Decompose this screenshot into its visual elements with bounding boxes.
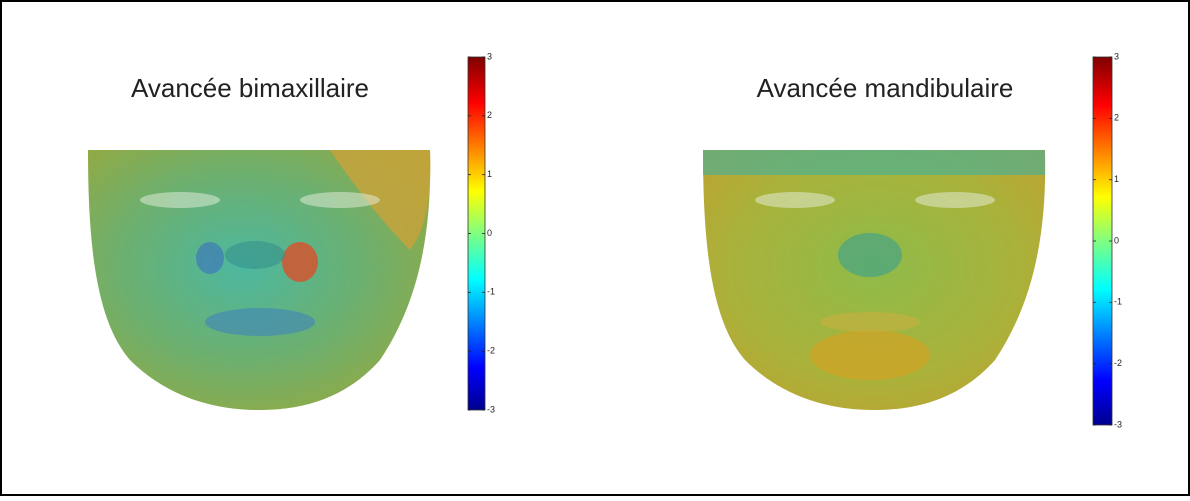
panel-title: Avancée mandibulaire <box>757 73 1014 103</box>
tick-label: 0 <box>487 228 492 238</box>
tick-label: -2 <box>1114 358 1122 368</box>
tick-label: 2 <box>1114 113 1119 123</box>
tick-label: -3 <box>487 404 495 414</box>
tick-label: 0 <box>1114 235 1119 245</box>
tick-label: 3 <box>1114 51 1119 61</box>
figure: Avancée bimaxillaire -3 -2 -1 0 1 2 3 Avancée ma… <box>0 0 1190 496</box>
face-left <box>88 150 430 410</box>
tick-label: 1 <box>1114 174 1119 184</box>
tick-label: 1 <box>487 169 492 179</box>
tick-label: -1 <box>1114 297 1122 307</box>
tick-label: -3 <box>1114 419 1122 429</box>
tick-label: 2 <box>487 110 492 120</box>
tick-label: -2 <box>487 346 495 356</box>
panel-title: Avancée bimaxillaire <box>131 73 369 103</box>
tick-label: 3 <box>487 51 492 61</box>
tick-label: -1 <box>487 287 495 297</box>
face-right <box>703 150 1045 410</box>
